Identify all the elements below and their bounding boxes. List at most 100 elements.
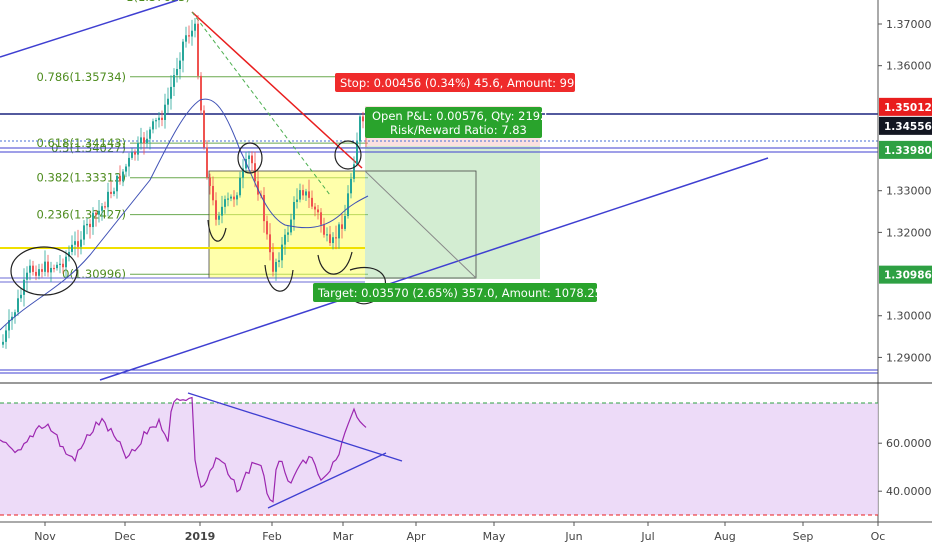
candle-body xyxy=(125,166,127,172)
candle-body xyxy=(8,320,10,331)
price-label: 1.35012 xyxy=(884,102,932,114)
candles xyxy=(2,15,367,349)
candle-body xyxy=(173,75,175,87)
candle-body xyxy=(176,69,178,76)
fib-level-label: 0.786(1.35734) xyxy=(37,70,126,84)
curve-mark-3 xyxy=(317,251,353,275)
curve-mark-2 xyxy=(264,264,294,292)
time-axis: Nov Dec 2019 Feb Mar Apr May Jun Jul Aug Sep Oc xyxy=(34,522,885,543)
candle-body xyxy=(131,152,133,158)
candle-body xyxy=(179,60,181,70)
candle-body xyxy=(161,117,163,120)
candle-body xyxy=(278,260,280,262)
candle-body xyxy=(239,177,241,196)
candle-body xyxy=(344,215,346,229)
candle-body xyxy=(224,199,226,207)
price-pane xyxy=(0,0,878,380)
fib-level-label: 0.618(1.34143) xyxy=(37,136,126,150)
candle-body xyxy=(197,23,199,76)
time-tick-label: Nov xyxy=(34,530,56,543)
candle-body xyxy=(26,272,28,280)
candle-body xyxy=(341,224,343,229)
rsi-tick-label: 60.0000 xyxy=(886,437,932,450)
candle-body xyxy=(116,175,118,192)
candle-body xyxy=(272,252,274,272)
price-tick-label: 1.37000 xyxy=(886,18,932,31)
candle-body xyxy=(338,224,340,239)
time-tick-label: Jul xyxy=(640,530,654,543)
candle-body xyxy=(14,312,16,317)
candle-body xyxy=(38,269,40,276)
time-tick-label: May xyxy=(483,530,506,543)
candle-body xyxy=(236,195,238,200)
candle-body xyxy=(218,215,220,220)
candle-body xyxy=(296,199,298,202)
time-tick-label: Aug xyxy=(714,530,735,543)
rsi-pane: 60.0000 40.0000 xyxy=(0,392,932,516)
candle-body xyxy=(41,269,43,272)
candle-body xyxy=(329,234,331,244)
candle-body xyxy=(188,35,190,37)
candle-body xyxy=(326,234,328,236)
candle-body xyxy=(362,116,364,122)
candle-body xyxy=(215,200,217,220)
time-tick-label: Feb xyxy=(262,530,281,543)
candle-body xyxy=(170,86,172,99)
rsi-tick-label: 40.0000 xyxy=(886,485,932,498)
candle-body xyxy=(5,330,7,342)
circle-mark-1 xyxy=(10,246,78,296)
price-tick-label: 1.30000 xyxy=(886,310,932,323)
candle-body xyxy=(263,195,265,222)
candle-body xyxy=(359,116,361,142)
price-tick-label: 1.29000 xyxy=(886,351,932,364)
fib-level-label: 0.382(1.33312) xyxy=(37,171,126,185)
candle-body xyxy=(107,191,109,208)
time-tick-label: Oc xyxy=(871,530,886,543)
candle-body xyxy=(128,157,130,167)
candle-body xyxy=(47,261,49,273)
rsi-line xyxy=(0,396,367,503)
pnl-label-text: Open P&L: 0.00576, Qty: 2192 xyxy=(372,109,547,123)
price-tick-label: 1.36000 xyxy=(886,60,932,73)
fib-level-label: 1(1.37653) xyxy=(126,0,190,4)
price-label: 1.34556 xyxy=(884,121,932,133)
target-zone xyxy=(365,146,540,279)
candle-body xyxy=(302,190,304,196)
green-dashed-trendline xyxy=(191,11,331,196)
moving-average xyxy=(0,98,369,331)
candle-body xyxy=(134,152,136,155)
candle-body xyxy=(77,241,79,247)
stop-label-text: Stop: 0.00456 (0.34%) 45.6, Amount: 990 xyxy=(340,76,582,90)
candle-body xyxy=(101,206,103,211)
candle-body xyxy=(227,198,229,200)
candle-body xyxy=(185,35,187,42)
candle-body xyxy=(347,193,349,216)
candle-body xyxy=(164,104,166,120)
price-tick-label: 1.32000 xyxy=(886,226,932,239)
candle-body xyxy=(113,191,115,194)
candle-body xyxy=(74,241,76,245)
target-label-text: Target: 0.03570 (2.65%) 357.0, Amount: 1… xyxy=(317,286,602,300)
candle-body xyxy=(56,264,58,269)
candle-body xyxy=(53,267,55,270)
candle-body xyxy=(110,191,112,194)
time-tick-label: Sep xyxy=(793,530,814,543)
candle-body xyxy=(266,221,268,235)
candle-body xyxy=(68,251,70,257)
candle-body xyxy=(182,41,184,61)
candle-body xyxy=(356,141,358,165)
candle-body xyxy=(152,121,154,130)
candle-body xyxy=(191,30,193,37)
price-label: 1.33980 xyxy=(884,145,932,157)
candle-body xyxy=(140,137,142,144)
time-tick-label: 2019 xyxy=(185,530,216,543)
red-trendline xyxy=(191,11,363,169)
candle-body xyxy=(11,316,13,321)
price-label-box xyxy=(879,116,932,135)
price-label-box xyxy=(879,140,932,159)
upper-trendline xyxy=(0,0,179,58)
fib-level-label: 0.236(1.32427) xyxy=(37,208,126,222)
candle-body xyxy=(293,201,295,220)
circle-mark-2 xyxy=(237,142,263,174)
candle-body xyxy=(335,237,337,239)
